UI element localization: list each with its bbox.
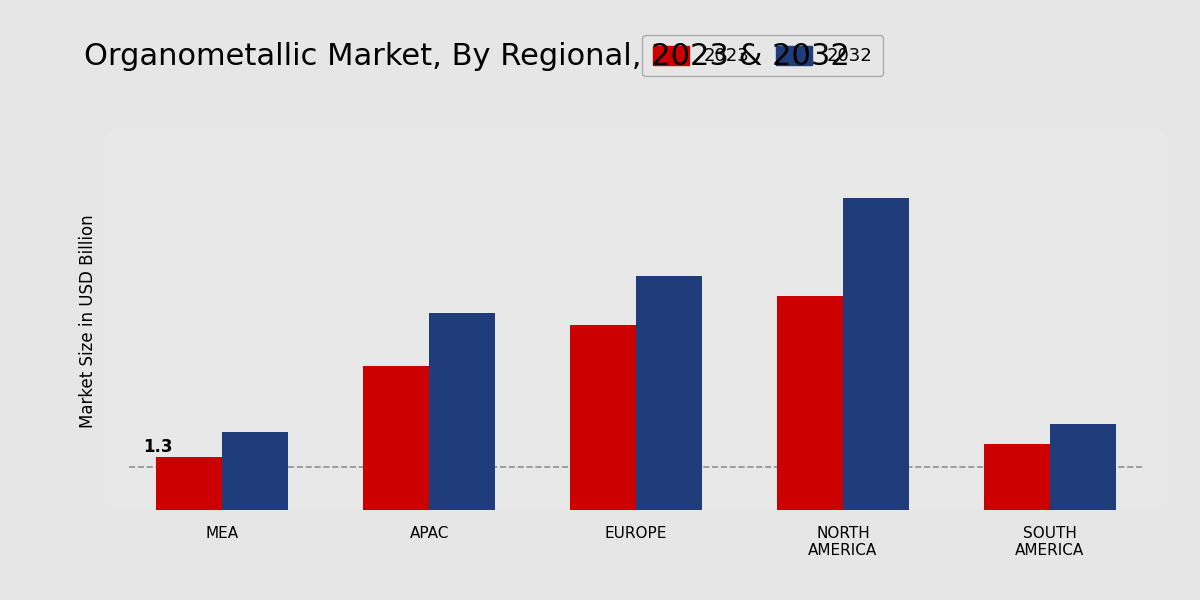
Bar (222, 432, 288, 510)
Y-axis label: Market Size in USD Billion: Market Size in USD Billion (79, 214, 97, 428)
Bar (430, 313, 496, 510)
Bar (984, 444, 1050, 510)
Bar (570, 325, 636, 510)
Bar (156, 457, 222, 510)
Bar (362, 366, 430, 510)
Text: 1.3: 1.3 (144, 437, 173, 455)
Legend: 2023, 2032: 2023, 2032 (642, 35, 883, 76)
Bar (1050, 424, 1116, 510)
Bar (776, 296, 842, 510)
Text: Organometallic Market, By Regional, 2023 & 2032: Organometallic Market, By Regional, 2023… (84, 42, 850, 71)
Bar (636, 276, 702, 510)
Bar (842, 198, 910, 510)
